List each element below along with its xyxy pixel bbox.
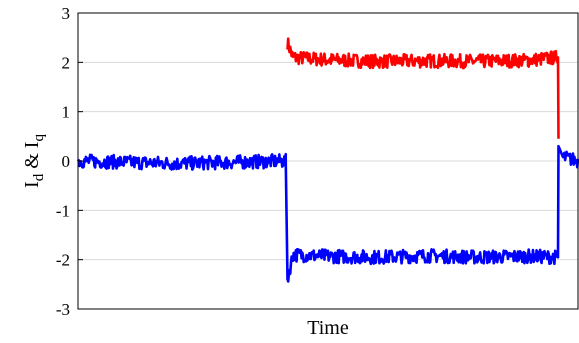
y-axis-label-sub-d: d: [31, 173, 47, 181]
y-axis-label-amp: &: [21, 148, 43, 174]
y-tick-label: 2: [62, 53, 71, 72]
y-tick-label: -1: [56, 201, 70, 220]
y-axis-label: Id & Iq: [21, 134, 47, 188]
y-tick-labels: 3 2 1 0 -1 -2 -3: [56, 4, 83, 319]
y-axis-label-main-2: I: [21, 142, 43, 149]
series-line-red: [286, 37, 560, 139]
y-tick-label: -3: [56, 300, 70, 319]
y-axis-label-sub-q: q: [31, 134, 47, 142]
y-tick-label: 3: [62, 4, 71, 23]
y-tick-label: 1: [62, 103, 71, 122]
series-line-blue: [76, 144, 579, 283]
x-axis-label: Time: [307, 317, 349, 339]
y-tick-label: -2: [56, 251, 70, 270]
y-axis-label-main: I: [21, 181, 43, 188]
y-tick-label: 0: [62, 152, 71, 171]
series-layer: [76, 37, 579, 283]
